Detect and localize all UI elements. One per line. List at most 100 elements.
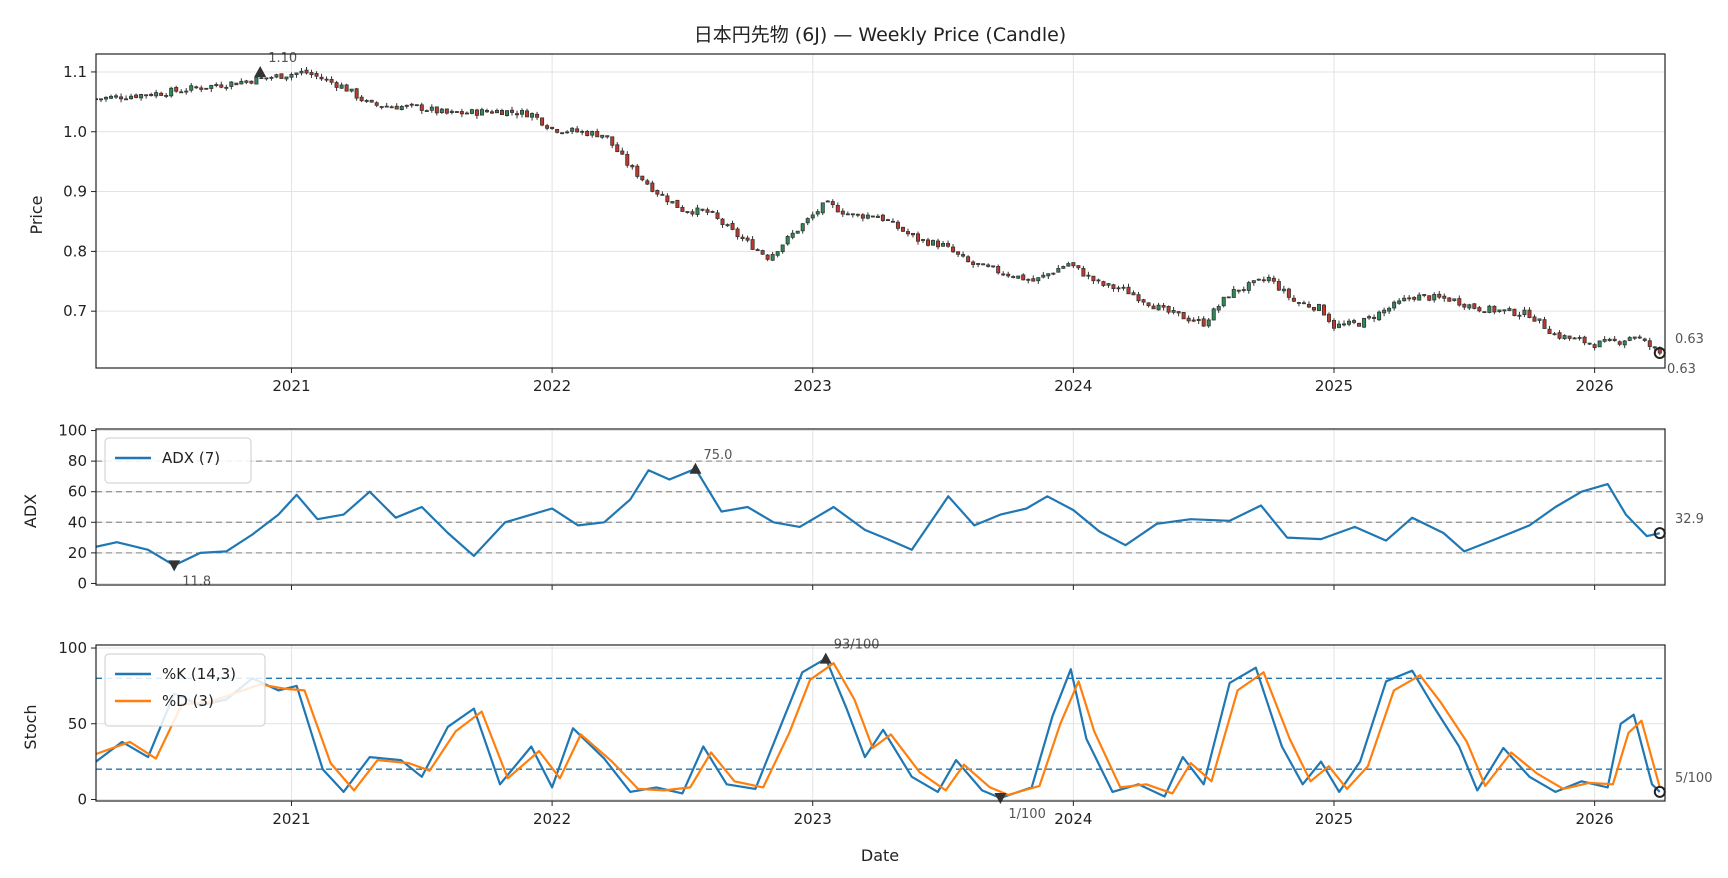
candle-body	[820, 202, 825, 214]
candle-body	[1231, 289, 1236, 298]
candle-body	[1487, 305, 1492, 313]
candle-body	[1377, 311, 1382, 321]
candle-body	[289, 73, 294, 78]
candle-body	[1196, 318, 1201, 321]
candle-body	[1201, 318, 1206, 327]
candle-body	[244, 80, 249, 83]
candle-body	[805, 218, 810, 224]
candle-body	[1477, 307, 1482, 312]
candle-body	[1161, 305, 1166, 308]
candle-body	[825, 200, 830, 203]
candle-body	[314, 73, 319, 77]
candle-body	[1246, 282, 1251, 291]
candle-body	[1532, 316, 1537, 322]
candle-body	[1271, 277, 1276, 282]
candle-body	[1211, 308, 1216, 321]
candle-body	[1597, 340, 1602, 348]
candle-body	[429, 106, 434, 111]
annotation-label: 75.0	[703, 448, 732, 463]
candle-body	[159, 92, 164, 96]
candle-body	[1236, 289, 1241, 292]
candle-body	[560, 132, 565, 135]
candle-body	[645, 180, 650, 185]
candle-body	[1191, 319, 1196, 322]
annotation-marker	[994, 792, 1007, 804]
candle-body	[1296, 302, 1301, 304]
candle-body	[1412, 296, 1417, 300]
candle-body	[419, 104, 424, 111]
candle-body	[279, 73, 284, 79]
series-line-adx-7-	[96, 467, 1661, 567]
series-line--d-3-	[96, 662, 1661, 796]
candle-body	[1046, 273, 1051, 277]
candle-body	[1422, 294, 1427, 296]
candle-body	[1462, 303, 1467, 308]
price-plot-area	[96, 66, 1662, 356]
candle-body	[284, 76, 289, 80]
legend-box	[104, 653, 266, 727]
annotation-marker	[819, 652, 832, 664]
candle-body	[1281, 288, 1286, 292]
y-tick-label: 40	[68, 513, 87, 531]
candle-body	[810, 214, 815, 219]
candle-body	[675, 199, 680, 208]
candle-body	[309, 72, 314, 76]
candle-body	[494, 109, 499, 114]
candle-body	[1326, 313, 1331, 322]
price-y-axis-label: Price	[27, 195, 46, 234]
candle-body	[1392, 301, 1397, 309]
candle-body	[1021, 274, 1026, 281]
x-tick-label: 2023	[794, 810, 832, 828]
candle-body	[1512, 308, 1517, 317]
candle-body	[956, 251, 961, 255]
candle-body	[1126, 286, 1131, 295]
candle-body	[1006, 273, 1011, 277]
candle-body	[1627, 337, 1632, 341]
candle-body	[479, 109, 484, 116]
candle-body	[1482, 311, 1487, 314]
candle-body	[239, 80, 244, 85]
candle-body	[1567, 335, 1572, 339]
candle-body	[1527, 309, 1532, 318]
candle-body	[499, 110, 504, 115]
candle-body	[124, 98, 129, 101]
candle-body	[409, 103, 414, 106]
candle-body	[404, 104, 409, 107]
candle-body	[1402, 297, 1407, 302]
candle-body	[921, 239, 926, 241]
candle-body	[996, 266, 1001, 274]
candle-body	[885, 219, 890, 222]
candle-body	[329, 79, 334, 83]
candle-body	[1447, 297, 1452, 302]
candle-body	[134, 94, 139, 98]
candle-body	[555, 129, 560, 133]
candle-body	[1036, 277, 1041, 282]
candle-body	[565, 131, 570, 134]
y-tick-label: 0	[77, 574, 87, 592]
candle-body	[434, 106, 439, 114]
candle-body	[274, 74, 279, 78]
candle-body	[540, 117, 545, 126]
candle-body	[454, 111, 459, 113]
candle-body	[530, 113, 535, 118]
candle-body	[1096, 279, 1101, 282]
candle-body	[149, 94, 154, 97]
candle-body	[474, 109, 479, 116]
candle-body	[504, 110, 509, 116]
candle-body	[951, 246, 956, 253]
candle-body	[1632, 336, 1637, 339]
candle-body	[259, 77, 264, 80]
candle-body	[1276, 281, 1281, 291]
candle-body	[199, 87, 204, 90]
candle-body	[1507, 308, 1512, 311]
candle-body	[1397, 300, 1402, 304]
candle-body	[695, 207, 700, 215]
candle-body	[264, 77, 269, 80]
candle-body	[700, 208, 705, 211]
series-line--k-14-3-	[96, 657, 1661, 800]
candle-body	[750, 239, 755, 250]
candle-body	[1522, 309, 1527, 316]
candle-body	[971, 261, 976, 265]
candle-body	[535, 113, 540, 118]
